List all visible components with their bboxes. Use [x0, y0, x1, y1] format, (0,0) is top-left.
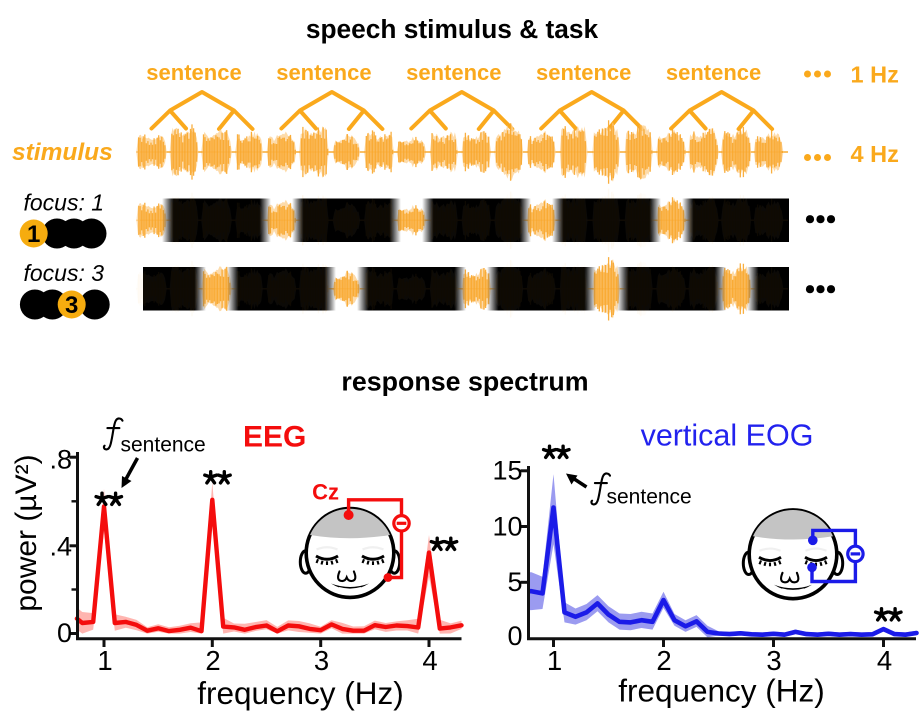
svg-text:3: 3 [314, 645, 329, 676]
svg-text:EEG: EEG [243, 420, 306, 453]
svg-text:sentence: sentence [146, 60, 241, 85]
svg-text:1 Hz: 1 Hz [851, 62, 899, 88]
svg-text:4: 4 [422, 645, 437, 676]
svg-text:3: 3 [766, 645, 781, 676]
svg-text:sentence: sentence [536, 60, 631, 85]
svg-text:power (µV²): power (µV²) [10, 454, 43, 611]
svg-text:3: 3 [65, 292, 78, 319]
svg-text:4: 4 [877, 645, 892, 676]
svg-text:1: 1 [97, 645, 112, 676]
svg-text:sentence: sentence [406, 60, 501, 85]
svg-text:stimulus: stimulus [12, 139, 113, 166]
svg-text:.4: .4 [49, 532, 72, 562]
svg-text:frequency (Hz): frequency (Hz) [197, 675, 404, 711]
svg-text:0: 0 [507, 621, 522, 651]
svg-text:vertical EOG: vertical EOG [641, 419, 814, 453]
svg-text:sentence: sentence [276, 60, 371, 85]
svg-text:frequency (Hz): frequency (Hz) [618, 673, 825, 709]
svg-text:speech stimulus & task: speech stimulus & task [306, 14, 599, 44]
svg-text:sentence: sentence [666, 60, 761, 85]
svg-text:Cz: Cz [312, 480, 339, 505]
svg-text:focus: 3: focus: 3 [24, 260, 105, 286]
svg-text:.8: .8 [49, 445, 72, 475]
svg-text:sentence: sentence [607, 486, 692, 509]
svg-text:1: 1 [27, 221, 40, 248]
svg-text:4 Hz: 4 Hz [851, 141, 899, 167]
svg-text:15: 15 [492, 456, 522, 486]
svg-text:2: 2 [205, 645, 220, 676]
svg-text:2: 2 [656, 645, 671, 676]
svg-text:0: 0 [57, 618, 72, 648]
svg-text:focus: 1: focus: 1 [24, 190, 105, 216]
svg-text:5: 5 [507, 567, 522, 597]
svg-text:10: 10 [492, 512, 522, 542]
svg-text:response spectrum: response spectrum [341, 367, 588, 397]
svg-text:sentence: sentence [121, 434, 206, 457]
svg-text:1: 1 [547, 645, 562, 676]
